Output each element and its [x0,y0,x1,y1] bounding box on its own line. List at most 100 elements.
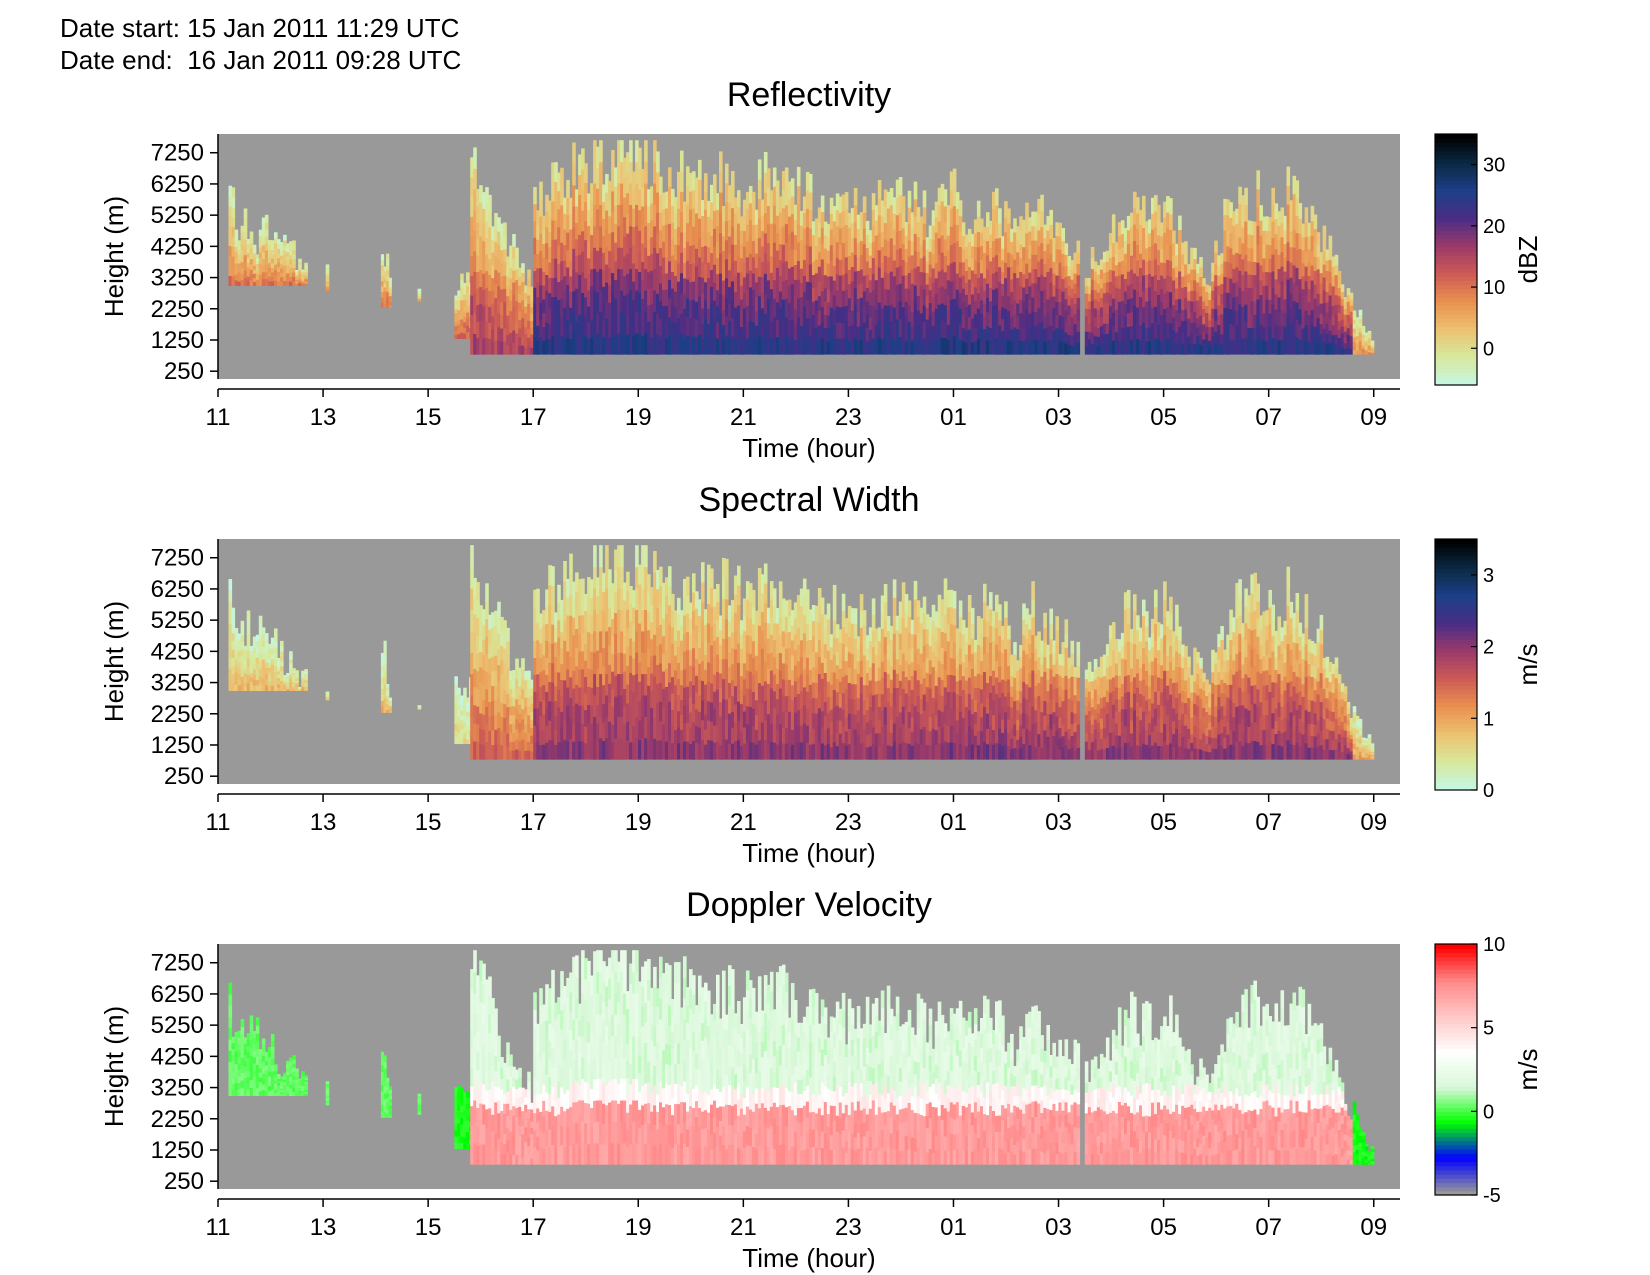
colorbar-frame [1434,943,1478,1196]
x-tick-label: 09 [1360,404,1387,431]
echo-segment-3 [380,253,392,308]
chart-title: Spectral Width [698,481,919,519]
echo-segment-9 [1084,566,1354,760]
x-tick-label: 11 [206,404,231,431]
x-tick-label: 19 [625,404,652,431]
y-tick-label: 3250 [151,265,204,292]
x-tick-label: 19 [625,1214,652,1241]
x-tick-label: 11 [206,1214,231,1241]
colorbar-tick-label: 0 [1483,338,1494,360]
x-tick-label: 23 [835,404,862,431]
chart-title: Reflectivity [727,76,891,114]
chart-panel-2: Spectral Width 250 1250 2250 3250 4250 5250 625… [99,481,1543,868]
colorbar-tick-label: 3 [1483,565,1494,587]
x-tick-label: 17 [520,809,547,836]
x-tick-label: 03 [1045,809,1072,836]
y-tick-label: 4250 [151,233,204,260]
x-axis-label: Time (hour) [742,838,875,868]
colorbar-tick-label: 2 [1483,637,1494,659]
colorbar-tick-label: 5 [1483,1018,1494,1040]
echo-segment-9 [1084,166,1354,355]
colorbar-label: m/s [1513,1049,1543,1091]
colorbar-tick-label: 0 [1483,1101,1494,1123]
echo-segment-6 [470,950,534,1165]
x-tick-label: 17 [520,404,547,431]
colorbar-tick-label: 0 [1483,780,1494,802]
y-tick-label: 3250 [151,1075,204,1102]
echo-segment-7 [533,950,939,1165]
echo-segment-2 [325,1081,330,1106]
colorbar-tick-label: 10 [1483,934,1505,956]
echo-segment-4 [417,705,422,710]
x-tick-label: 05 [1150,809,1177,836]
x-tick-label: 01 [940,404,967,431]
chart-title: Doppler Velocity [686,886,932,924]
y-tick-label: 250 [164,1168,204,1195]
y-tick-label: 2250 [151,701,204,728]
y-tick-label: 5250 [151,202,204,229]
x-tick-label: 11 [206,809,231,836]
colorbar: -5 0 5 10 m/s [1434,934,1543,1207]
echo-segment-8 [937,168,1081,355]
echo-segment-3 [380,1051,392,1118]
colorbar-tick-label: -5 [1483,1185,1501,1207]
x-tick-label: 17 [520,1214,547,1241]
echo-segment-10 [1352,1101,1375,1165]
y-tick-label: 4250 [151,1043,204,1070]
x-tick-label: 19 [625,809,652,836]
x-tick-label: 03 [1045,404,1072,431]
x-tick-label: 21 [730,1214,757,1241]
echo-segment-3 [380,640,392,713]
chart-panel-3: Doppler Velocity 250 1250 2250 3250 4250 5250 6… [99,886,1543,1273]
echo-segment-10 [1352,309,1375,355]
colorbar-frame [1434,133,1478,386]
x-tick-label: 15 [415,809,442,836]
colorbar-tick-label: 30 [1483,155,1505,177]
colorbar-frame [1434,538,1478,791]
echo-segment-8 [937,578,1081,760]
x-tick-label: 09 [1360,809,1387,836]
y-tick-label: 250 [164,358,204,385]
x-tick-label: 03 [1045,1214,1072,1241]
echo-segment-4 [417,288,422,302]
x-tick-label: 21 [730,404,757,431]
echo-segment-7 [533,140,939,355]
x-tick-label: 13 [310,1214,337,1241]
x-tick-label: 13 [310,404,337,431]
x-tick-label: 01 [940,809,967,836]
y-tick-label: 6250 [151,576,204,603]
y-tick-label: 5250 [151,607,204,634]
echo-segment-2 [325,264,330,293]
colorbar: 0 1 2 3 m/s [1434,538,1543,802]
x-tick-label: 01 [940,1214,967,1241]
y-tick-label: 4250 [151,638,204,665]
chart-panel-1: Reflectivity 250 1250 2250 3250 4250 5250 6250 7… [99,76,1543,463]
date-end-label: Date end: 16 Jan 2011 09:28 UTC [60,45,462,75]
y-tick-label: 1250 [151,327,204,354]
y-tick-label: 6250 [151,171,204,198]
x-tick-label: 09 [1360,1214,1387,1241]
x-tick-label: 23 [835,1214,862,1241]
x-axis-label: Time (hour) [742,433,875,463]
x-tick-label: 07 [1255,404,1282,431]
y-tick-label: 3250 [151,670,204,697]
echo-segment-7 [533,545,939,760]
colorbar: 0 10 20 30 dBZ [1434,133,1543,386]
colorbar-tick-label: 20 [1483,216,1505,238]
y-axis-label: Height (m) [99,1006,129,1127]
date-start-label: Date start: 15 Jan 2011 11:29 UTC [60,13,460,43]
y-tick-label: 1250 [151,1137,204,1164]
echo-segment-6 [470,147,534,355]
echo-segment-9 [1084,980,1354,1165]
echo-segment-1 [228,579,308,691]
x-tick-label: 07 [1255,1214,1282,1241]
x-tick-label: 07 [1255,809,1282,836]
y-axis-label: Height (m) [99,196,129,317]
colorbar-tick-label: 10 [1483,277,1505,299]
x-tick-label: 15 [415,1214,442,1241]
x-tick-label: 13 [310,809,337,836]
x-axis-label: Time (hour) [742,1243,875,1273]
colorbar-tick-label: 1 [1483,708,1494,730]
echo-segment-1 [228,185,308,286]
